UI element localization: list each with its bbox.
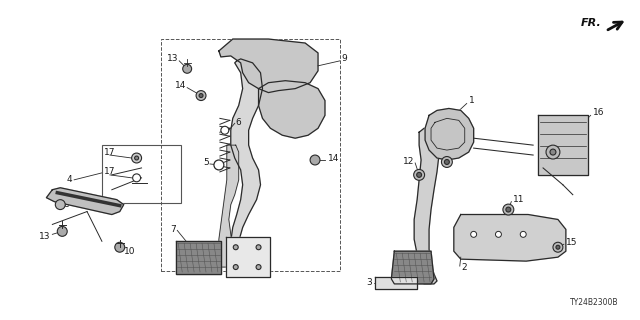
Text: 17: 17: [104, 167, 115, 176]
Circle shape: [233, 245, 238, 250]
Text: 8: 8: [63, 200, 69, 209]
Text: 5: 5: [204, 158, 209, 167]
Polygon shape: [374, 277, 417, 289]
Polygon shape: [454, 214, 566, 261]
Circle shape: [256, 265, 261, 269]
Polygon shape: [228, 59, 262, 267]
Text: 16: 16: [593, 108, 604, 117]
Text: FR.: FR.: [580, 18, 602, 28]
Polygon shape: [392, 251, 434, 284]
Circle shape: [506, 207, 511, 212]
Text: 10: 10: [124, 247, 135, 256]
Circle shape: [256, 245, 261, 250]
Circle shape: [556, 245, 560, 249]
Circle shape: [470, 231, 477, 237]
Text: 6: 6: [236, 118, 241, 127]
Circle shape: [442, 156, 452, 167]
Text: 17: 17: [104, 148, 115, 156]
Circle shape: [550, 149, 556, 155]
Circle shape: [182, 64, 191, 73]
Polygon shape: [46, 188, 124, 214]
Circle shape: [495, 231, 501, 237]
Circle shape: [132, 153, 141, 163]
Circle shape: [221, 126, 228, 134]
Text: 4: 4: [67, 175, 72, 184]
Bar: [161, 39, 340, 271]
Text: 14: 14: [175, 81, 186, 90]
Text: TY24B2300B: TY24B2300B: [570, 298, 618, 307]
Text: 1: 1: [468, 96, 474, 105]
Text: 7: 7: [170, 225, 176, 234]
Circle shape: [417, 172, 422, 177]
Polygon shape: [176, 241, 221, 274]
Polygon shape: [538, 116, 588, 175]
Circle shape: [196, 91, 206, 100]
Text: 11: 11: [513, 195, 525, 204]
Polygon shape: [425, 108, 474, 160]
Circle shape: [233, 265, 238, 269]
Circle shape: [546, 145, 560, 159]
Circle shape: [503, 204, 514, 215]
Text: 2: 2: [461, 263, 467, 272]
Circle shape: [132, 174, 141, 182]
Text: 12: 12: [403, 157, 414, 166]
Polygon shape: [219, 145, 239, 267]
Text: 9: 9: [342, 54, 348, 63]
Circle shape: [134, 156, 139, 160]
Circle shape: [214, 160, 224, 170]
Text: 15: 15: [566, 238, 577, 247]
Circle shape: [444, 159, 449, 164]
Polygon shape: [226, 237, 271, 277]
Text: 14: 14: [328, 154, 339, 163]
Polygon shape: [414, 128, 439, 284]
Circle shape: [58, 227, 67, 236]
Circle shape: [520, 231, 526, 237]
Text: 13: 13: [167, 54, 179, 63]
Text: 12: 12: [451, 150, 462, 160]
Bar: [102, 145, 181, 203]
Circle shape: [310, 155, 320, 165]
Circle shape: [413, 169, 424, 180]
Text: 13: 13: [39, 232, 51, 241]
Circle shape: [55, 200, 65, 210]
Circle shape: [199, 93, 203, 98]
Polygon shape: [219, 39, 318, 92]
Circle shape: [553, 242, 563, 252]
Circle shape: [115, 242, 125, 252]
Polygon shape: [259, 81, 325, 138]
Text: 3: 3: [366, 278, 372, 287]
